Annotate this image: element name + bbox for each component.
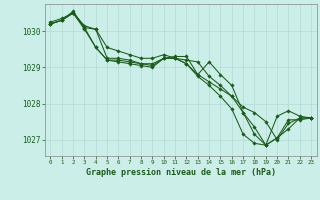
X-axis label: Graphe pression niveau de la mer (hPa): Graphe pression niveau de la mer (hPa)	[86, 168, 276, 177]
